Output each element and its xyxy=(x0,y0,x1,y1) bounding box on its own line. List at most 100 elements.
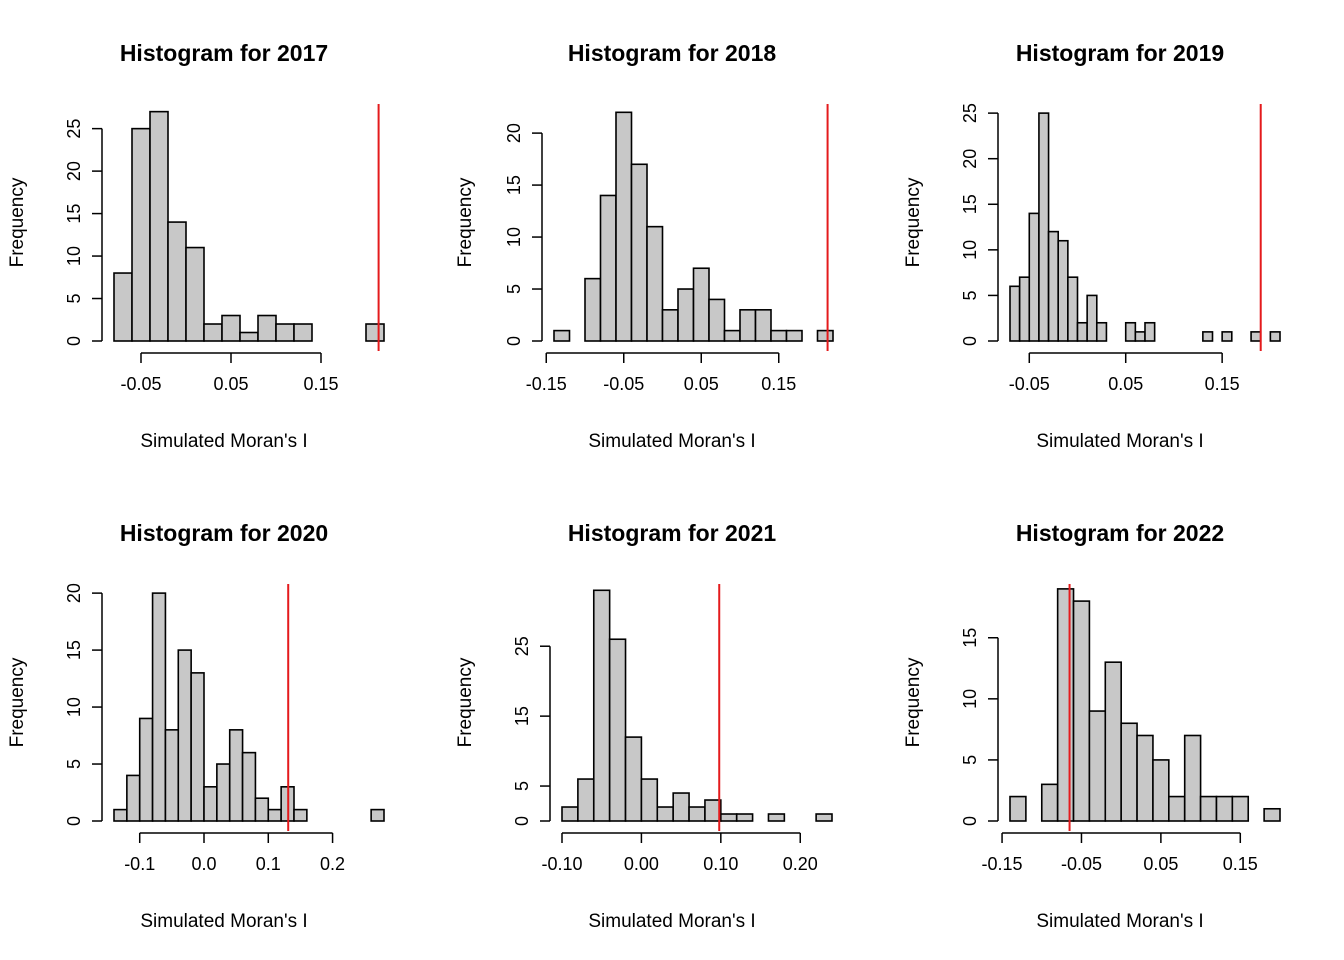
histogram-bar xyxy=(1095,321,1108,342)
histogram-bar xyxy=(630,163,648,342)
histogram-bar xyxy=(1038,112,1050,342)
histogram-bar xyxy=(577,778,595,822)
y-axis-label: Frequency xyxy=(455,177,476,267)
histogram-bar xyxy=(608,638,627,822)
histogram-bar xyxy=(293,808,308,822)
histogram-bar xyxy=(692,267,710,342)
x-tick-label: -0.15 xyxy=(526,374,567,394)
x-tick-label: -0.05 xyxy=(1061,854,1102,874)
histogram-bar xyxy=(1215,795,1234,822)
histogram-bar xyxy=(584,277,602,342)
histogram-bar xyxy=(592,589,611,822)
histogram-bar xyxy=(1028,212,1040,342)
histogram-bar xyxy=(754,309,772,342)
histogram-bar xyxy=(1047,230,1060,342)
histogram-bar xyxy=(138,717,154,822)
histogram-bar xyxy=(1057,239,1069,342)
x-tick-label: -0.10 xyxy=(541,854,582,874)
histogram-bar xyxy=(113,272,133,342)
histogram-bar xyxy=(203,323,223,342)
histogram-bar xyxy=(126,774,141,822)
histogram-bar xyxy=(221,314,241,342)
histogram-bar xyxy=(1269,331,1281,342)
y-tick-label: 15 xyxy=(960,628,980,648)
y-tick-label: 5 xyxy=(504,284,524,294)
histogram-bar xyxy=(203,786,218,822)
histogram-bar xyxy=(1183,734,1202,822)
histogram-bar xyxy=(131,127,151,342)
y-axis-label: Frequency xyxy=(903,657,924,747)
histogram-bar xyxy=(293,323,313,342)
histogram-bar xyxy=(164,729,180,822)
x-axis-label: Simulated Moran's I xyxy=(1036,431,1203,452)
histogram-bar xyxy=(599,194,617,342)
histogram-bar xyxy=(656,806,674,822)
histogram-bar xyxy=(216,763,231,822)
histogram-bar xyxy=(1067,276,1079,342)
y-tick-label: 0 xyxy=(64,336,84,346)
histogram-bar xyxy=(241,751,257,822)
histogram-bar xyxy=(370,808,385,822)
y-tick-label: 5 xyxy=(64,759,84,769)
y-tick-label: 0 xyxy=(64,816,84,826)
histogram-bar xyxy=(661,309,679,342)
histogram-bar xyxy=(1250,331,1262,342)
histogram-bar xyxy=(1134,331,1146,342)
x-axis-label: Simulated Moran's I xyxy=(588,911,755,932)
histogram-bar xyxy=(1152,759,1170,822)
x-tick-label: 0.05 xyxy=(1143,854,1178,874)
histogram-bar xyxy=(770,329,788,342)
x-axis-label: Simulated Moran's I xyxy=(140,431,307,452)
histogram-bar xyxy=(267,808,282,822)
histogram-bar xyxy=(167,221,187,342)
x-tick-label: 0.10 xyxy=(703,854,738,874)
y-tick-label: 15 xyxy=(64,640,84,660)
histogram-bar xyxy=(190,672,205,822)
y-tick-label: 0 xyxy=(504,336,524,346)
histogram-bar xyxy=(646,225,664,342)
y-axis-label: Frequency xyxy=(7,657,28,747)
histogram-bar xyxy=(151,592,167,822)
histogram-bar xyxy=(275,323,295,342)
histogram-bar xyxy=(1018,276,1031,342)
histogram-bar xyxy=(704,799,722,822)
histogram-bar xyxy=(254,797,270,822)
x-tick-label: 0.15 xyxy=(1223,854,1258,874)
histogram-panel: Histogram for 2018 -0.15 -0.05 0.05 0.15 0 5 10… xyxy=(455,40,834,452)
histogram-bar xyxy=(624,736,643,822)
y-tick-label: 10 xyxy=(960,689,980,709)
y-tick-label: 15 xyxy=(960,194,980,214)
y-tick-label: 15 xyxy=(512,706,532,726)
y-tick-label: 15 xyxy=(64,204,84,224)
panel-title: Histogram for 2022 xyxy=(1016,520,1224,546)
x-tick-label: -0.05 xyxy=(603,374,644,394)
histogram-bar xyxy=(615,111,633,342)
histogram-bar xyxy=(239,331,259,342)
histogram-panel: Histogram for 2017 -0.05 0.05 0.15 0 5 10 15 20 2… xyxy=(7,40,385,452)
y-tick-label: 0 xyxy=(960,336,980,346)
x-axis-label: Simulated Moran's I xyxy=(588,431,755,452)
histogram-bar xyxy=(677,288,695,342)
histogram-bar xyxy=(257,314,277,342)
histogram-bar xyxy=(739,309,757,342)
y-tick-label: 25 xyxy=(960,103,980,123)
histogram-bar xyxy=(688,806,706,822)
histogram-bar xyxy=(785,329,803,342)
x-tick-label: 0.2 xyxy=(320,854,345,874)
histogram-bar xyxy=(816,329,834,342)
y-tick-label: 10 xyxy=(64,246,84,266)
x-tick-label: 0.05 xyxy=(684,374,719,394)
histogram-bar xyxy=(1072,600,1091,822)
y-tick-label: 5 xyxy=(512,781,532,791)
histogram-bar xyxy=(723,329,741,342)
y-axis-label: Frequency xyxy=(7,177,28,267)
histogram-panel: Histogram for 2019 -0.05 0.05 0.15 0 5 10 15 20 2… xyxy=(903,40,1281,452)
histogram-bar xyxy=(640,778,659,822)
histogram-bar xyxy=(815,813,833,822)
histogram-bar xyxy=(149,110,169,342)
x-tick-label: -0.05 xyxy=(1009,374,1050,394)
histogram-panel: Histogram for 2021 -0.10 0.00 0.10 0.20 0 5 15 2… xyxy=(455,520,833,932)
histogram-bar xyxy=(1056,588,1075,822)
histogram-bar xyxy=(113,808,128,822)
y-tick-label: 0 xyxy=(960,816,980,826)
